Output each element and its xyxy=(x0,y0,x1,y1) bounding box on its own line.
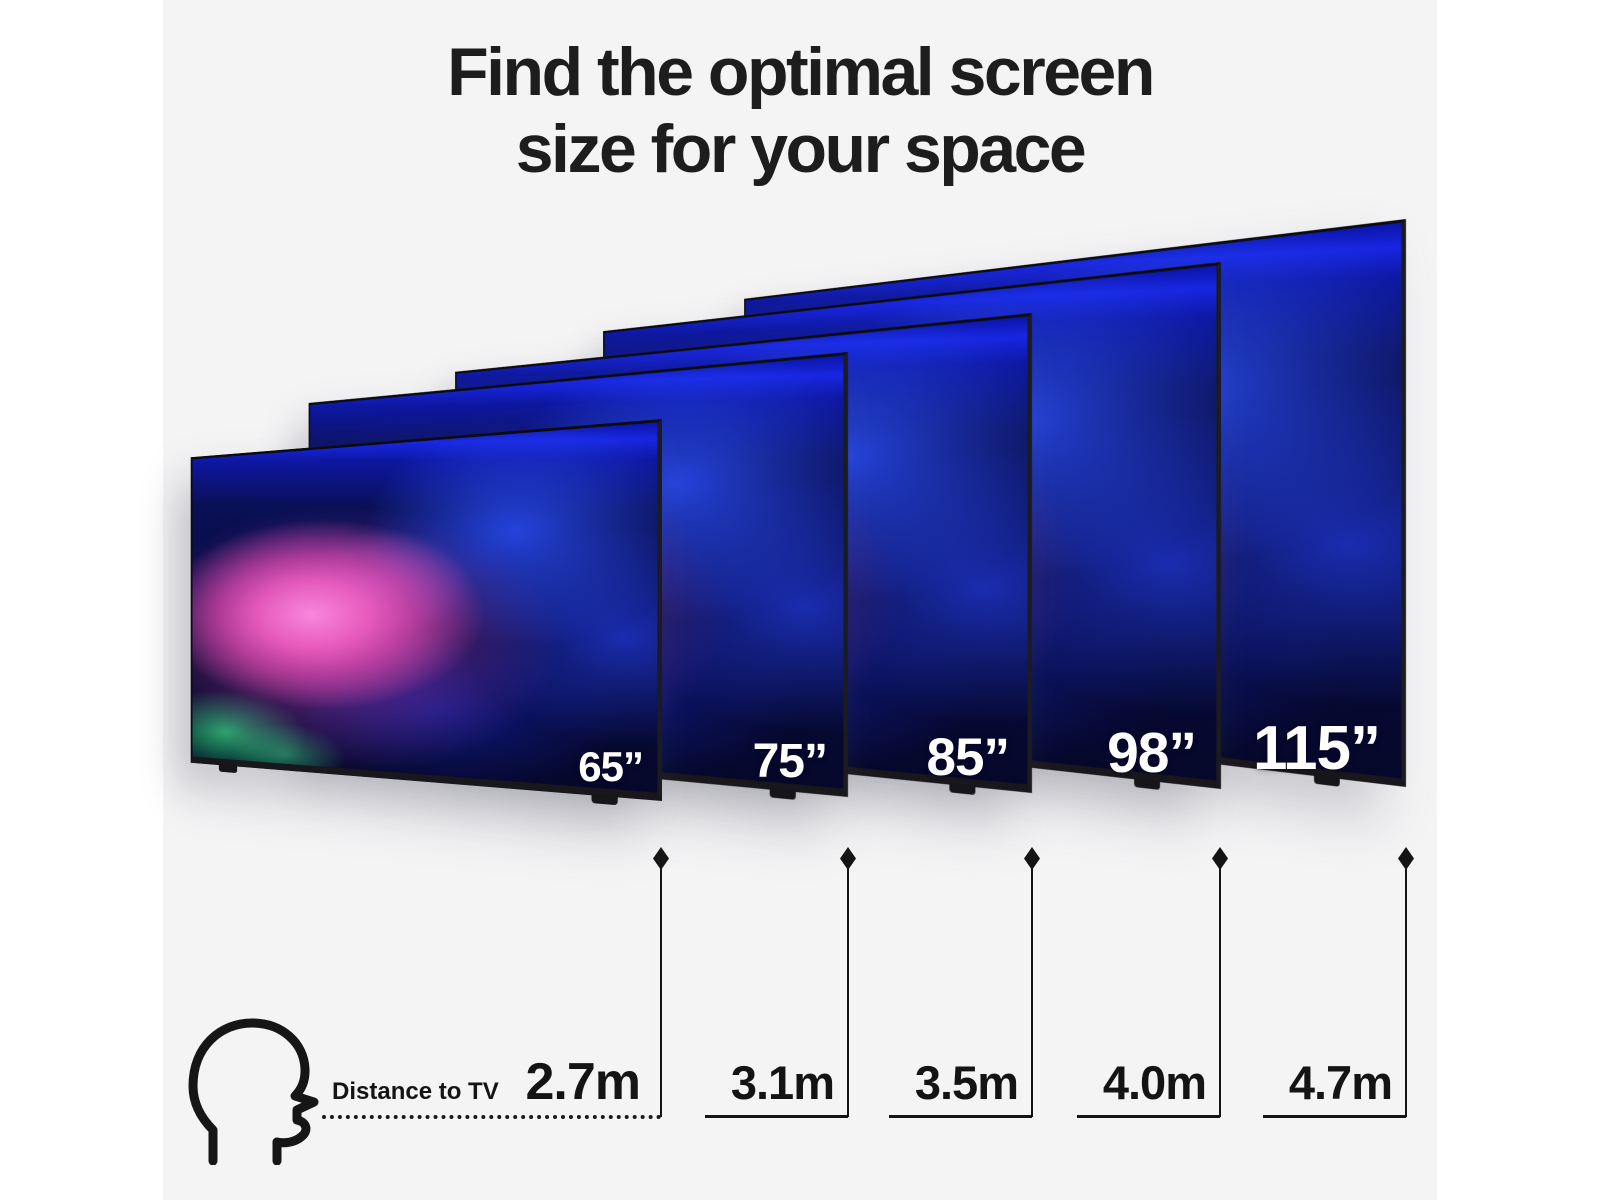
measure-line-115 xyxy=(1398,847,1414,1117)
size-label-85: 85” xyxy=(926,728,1010,787)
size-label-98: 98” xyxy=(1107,721,1197,785)
distance-value-75: 3.1m xyxy=(730,1056,835,1109)
distance-value-98: 4.0m xyxy=(1102,1056,1207,1109)
tv-stand-foot-left xyxy=(218,763,238,774)
size-label-75: 75” xyxy=(752,735,828,788)
distance-underline-75 xyxy=(705,1115,848,1118)
measure-line-75 xyxy=(840,847,856,1117)
diamond-marker-icon xyxy=(1212,847,1228,870)
measure-line-85 xyxy=(1024,847,1040,1117)
measure-line-65 xyxy=(653,847,669,1117)
diamond-marker-icon xyxy=(1398,847,1414,870)
distance-dotted-line xyxy=(322,1115,661,1119)
distance-value-115: 4.7m xyxy=(1288,1056,1393,1109)
tv-screen xyxy=(192,422,658,793)
distance-to-tv-label: Distance to TV xyxy=(332,1078,499,1105)
head-profile-icon xyxy=(188,1018,319,1165)
diamond-marker-icon xyxy=(653,847,669,870)
title-line-1: Find the optimal screen xyxy=(447,34,1155,110)
distance-underline-115 xyxy=(1263,1115,1406,1118)
diamond-marker-icon xyxy=(840,847,856,870)
page-title: Find the optimal screen size for your sp… xyxy=(163,34,1437,188)
distance-value-85: 3.5m xyxy=(914,1056,1019,1109)
distance-value-65: 2.7m xyxy=(525,1053,641,1111)
measure-line-98 xyxy=(1212,847,1228,1117)
diamond-marker-icon xyxy=(1024,847,1040,870)
distance-underline-98 xyxy=(1077,1115,1220,1118)
size-label-65: 65” xyxy=(578,743,644,790)
title-line-2: size for your space xyxy=(515,111,1087,187)
size-label-115: 115” xyxy=(1252,714,1381,783)
distance-underline-85 xyxy=(889,1115,1032,1118)
